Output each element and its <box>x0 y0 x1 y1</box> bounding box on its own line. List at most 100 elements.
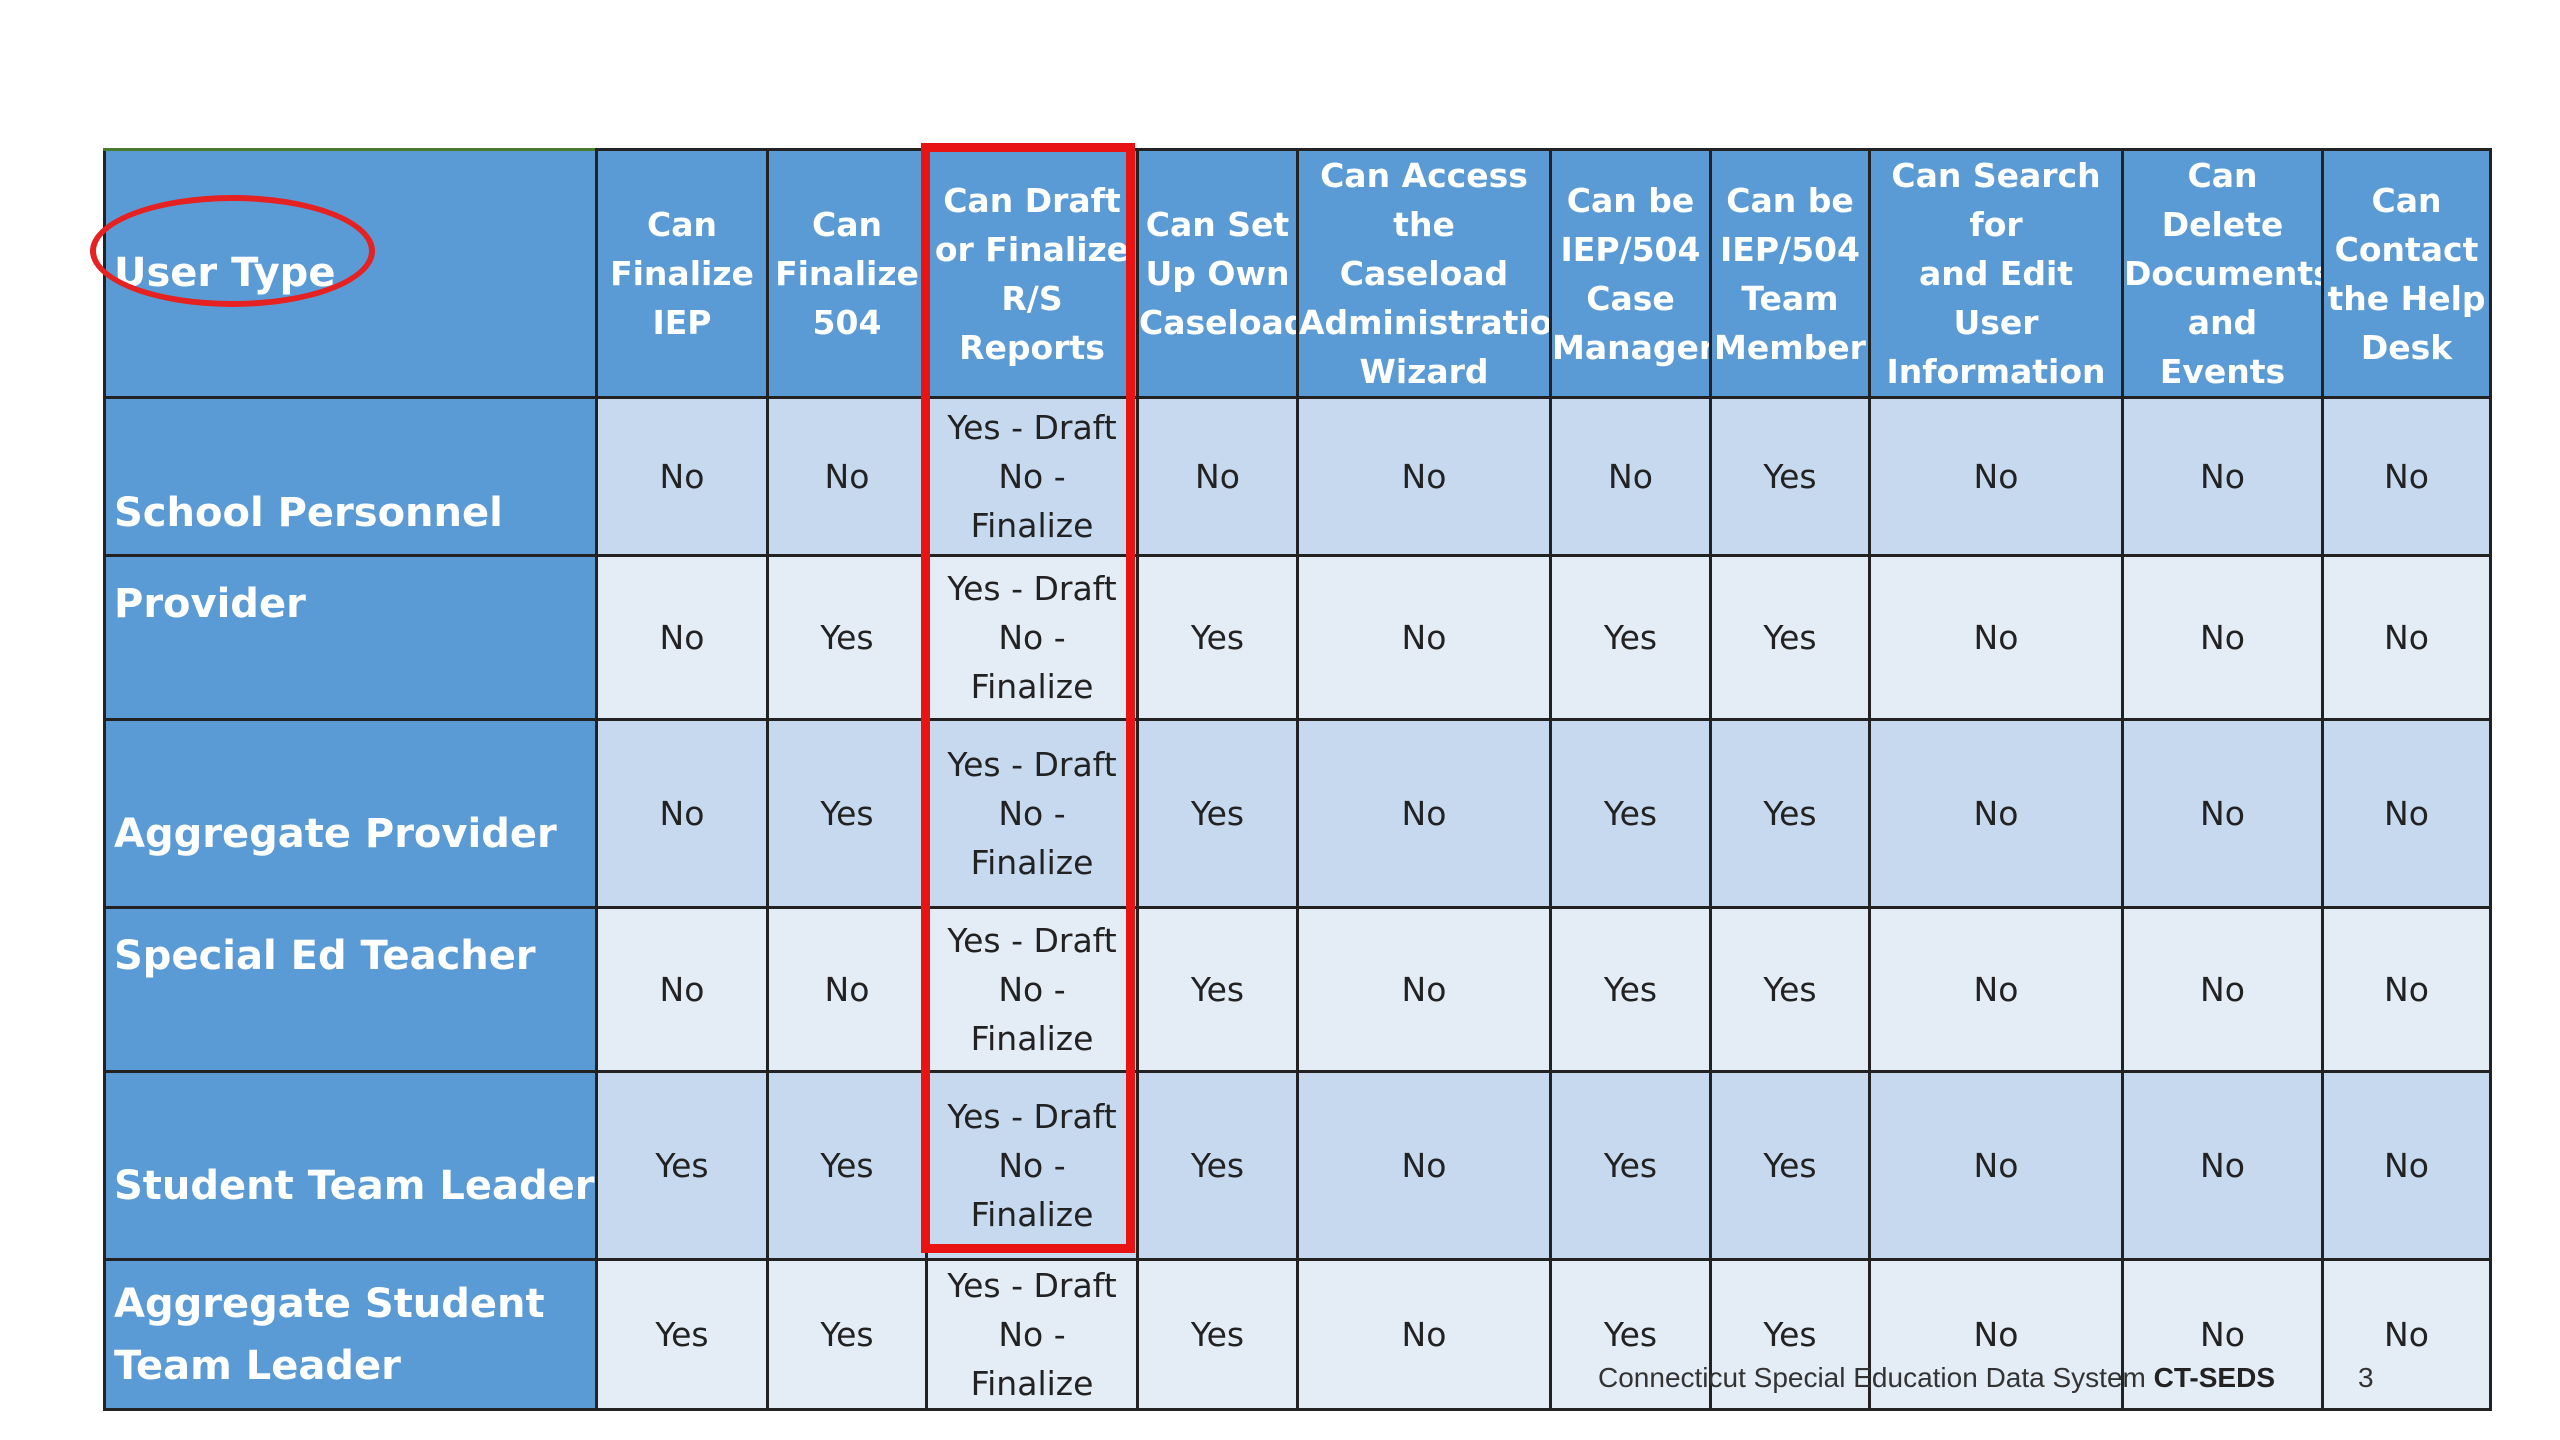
table-row: Special Ed Teacher No No Yes - Draft No - Fin… <box>103 906 2492 1073</box>
col-header-delete-documents: Can Delete Documents and Events <box>2121 148 2324 399</box>
cell-help-desk: No <box>2321 906 2492 1073</box>
table-row: Provider No Yes Yes - Draft No - Finalize Yes N… <box>103 554 2492 721</box>
row-user-type: School Personnel <box>103 396 598 557</box>
user-type-label: Student Team Leader <box>114 1162 595 1209</box>
cell-help-desk: No <box>2321 1070 2492 1261</box>
cell-caseload-wizard: No <box>1296 1070 1552 1261</box>
page-number: 3 <box>2358 1362 2374 1393</box>
cell-case-manager: No <box>1549 396 1712 557</box>
cell-finalize-504: Yes <box>766 1258 928 1411</box>
cell-search-edit-user: No <box>1868 396 2124 557</box>
footer-system-abbr: CT-SEDS <box>2153 1362 2275 1393</box>
cell-delete-documents: No <box>2121 1070 2324 1261</box>
col-header-rs-reports: Can Draft or Finalize R/S Reports <box>925 148 1139 399</box>
rs-value-line: Finalize <box>970 506 1094 545</box>
cell-search-edit-user: No <box>1868 554 2124 721</box>
table-row: Student Team Leader Yes Yes Yes - Draft No -… <box>103 1070 2492 1261</box>
rs-value-line: Yes - Draft <box>947 569 1117 608</box>
cell-help-desk: No <box>2321 396 2492 557</box>
cell-team-member: Yes <box>1709 906 1871 1073</box>
rs-value-line: Yes - Draft <box>947 408 1117 447</box>
cell-rs-reports: Yes - Draft No - Finalize <box>925 1258 1139 1411</box>
cell-rs-reports: Yes - Draft No - Finalize <box>925 906 1139 1073</box>
cell-finalize-iep: No <box>595 906 769 1073</box>
cell-search-edit-user: No <box>1868 1070 2124 1261</box>
cell-finalize-504: Yes <box>766 1070 928 1261</box>
user-type-label: School Personnel <box>114 490 503 536</box>
footer-system-name-text: Connecticut Special Education Data Syste… <box>1598 1362 2146 1393</box>
table-row: Aggregate Student Team Leader Yes Yes Yes - … <box>103 1258 2492 1411</box>
cell-delete-documents: No <box>2121 396 2324 557</box>
cell-rs-reports: Yes - Draft No - Finalize <box>925 396 1139 557</box>
cell-rs-reports: Yes - Draft No - Finalize <box>925 554 1139 721</box>
cell-team-member: Yes <box>1709 1258 1871 1411</box>
cell-finalize-iep: Yes <box>595 1070 769 1261</box>
rs-value-line: Finalize <box>970 1019 1094 1058</box>
rs-value-line: Finalize <box>970 667 1094 706</box>
user-type-label: Provider <box>114 581 306 627</box>
cell-set-up-caseload: No <box>1136 396 1299 557</box>
row-user-type: Aggregate Provider <box>103 718 598 909</box>
table-row: School Personnel No No Yes - Draft No - Final… <box>103 396 2492 557</box>
cell-finalize-504: No <box>766 906 928 1073</box>
cell-search-edit-user: No <box>1868 718 2124 909</box>
cell-caseload-wizard: No <box>1296 718 1552 909</box>
col-header-team-member: Can be IEP/504 Team Member <box>1709 148 1871 399</box>
cell-caseload-wizard: No <box>1296 906 1552 1073</box>
cell-finalize-iep: Yes <box>595 1258 769 1411</box>
cell-delete-documents: No <box>2121 1258 2324 1411</box>
cell-caseload-wizard: No <box>1296 1258 1552 1411</box>
cell-delete-documents: No <box>2121 906 2324 1073</box>
cell-case-manager: Yes <box>1549 906 1712 1073</box>
row-user-type: Student Team Leader <box>103 1070 598 1261</box>
cell-team-member: Yes <box>1709 1070 1871 1261</box>
cell-rs-reports: Yes - Draft No - Finalize <box>925 1070 1139 1261</box>
rs-value-line: Yes - Draft <box>947 1097 1117 1136</box>
header-row: User Type Can Finalize IEP Can Finalize … <box>103 148 2492 399</box>
col-header-case-manager: Can be IEP/504 Case Manager <box>1549 148 1712 399</box>
rs-value-line: Finalize <box>970 843 1094 882</box>
rs-value-line: No - <box>998 457 1066 496</box>
col-header-finalize-iep: Can Finalize IEP <box>595 148 769 399</box>
permissions-table: User Type Can Finalize IEP Can Finalize … <box>103 148 2492 1411</box>
rs-value-line: No - <box>998 970 1066 1009</box>
cell-finalize-504: Yes <box>766 554 928 721</box>
rs-value-line: Finalize <box>970 1195 1094 1234</box>
row-user-type: Aggregate Student Team Leader <box>103 1258 598 1411</box>
rs-value-line: Yes - Draft <box>947 921 1117 960</box>
cell-team-member: Yes <box>1709 718 1871 909</box>
cell-finalize-iep: No <box>595 554 769 721</box>
rs-value-line: No - <box>998 794 1066 833</box>
cell-case-manager: Yes <box>1549 1258 1712 1411</box>
cell-set-up-caseload: Yes <box>1136 906 1299 1073</box>
row-user-type: Special Ed Teacher <box>103 906 598 1073</box>
rs-value-line: Yes - Draft <box>947 745 1117 784</box>
rs-value-line: No - <box>998 1315 1066 1354</box>
cell-finalize-504: No <box>766 396 928 557</box>
col-header-caseload-wizard: Can Access the Caseload Administration W… <box>1296 148 1552 399</box>
user-type-label: Aggregate Student <box>114 1280 545 1327</box>
cell-help-desk: No <box>2321 1258 2492 1411</box>
cell-help-desk: No <box>2321 554 2492 721</box>
user-type-label: Team Leader <box>114 1342 401 1389</box>
user-type-header: User Type <box>103 148 598 399</box>
cell-delete-documents: No <box>2121 718 2324 909</box>
col-header-set-up-caseload: Can Set Up Own Caseload <box>1136 148 1299 399</box>
cell-set-up-caseload: Yes <box>1136 1258 1299 1411</box>
col-header-search-edit-user: Can Search for and Edit User Information <box>1868 148 2124 399</box>
rs-value-line: Yes - Draft <box>947 1266 1117 1305</box>
cell-set-up-caseload: Yes <box>1136 718 1299 909</box>
col-header-help-desk: Can Contact the Help Desk <box>2321 148 2492 399</box>
permissions-table-wrapper: User Type Can Finalize IEP Can Finalize … <box>103 148 2492 1411</box>
col-header-finalize-504: Can Finalize 504 <box>766 148 928 399</box>
cell-search-edit-user: No <box>1868 906 2124 1073</box>
table-row: Aggregate Provider No Yes Yes - Draft No - Fi… <box>103 718 2492 909</box>
cell-finalize-iep: No <box>595 396 769 557</box>
rs-value-line: No - <box>998 618 1066 657</box>
cell-caseload-wizard: No <box>1296 396 1552 557</box>
cell-case-manager: Yes <box>1549 554 1712 721</box>
cell-team-member: Yes <box>1709 396 1871 557</box>
cell-set-up-caseload: Yes <box>1136 554 1299 721</box>
cell-finalize-504: Yes <box>766 718 928 909</box>
cell-set-up-caseload: Yes <box>1136 1070 1299 1261</box>
